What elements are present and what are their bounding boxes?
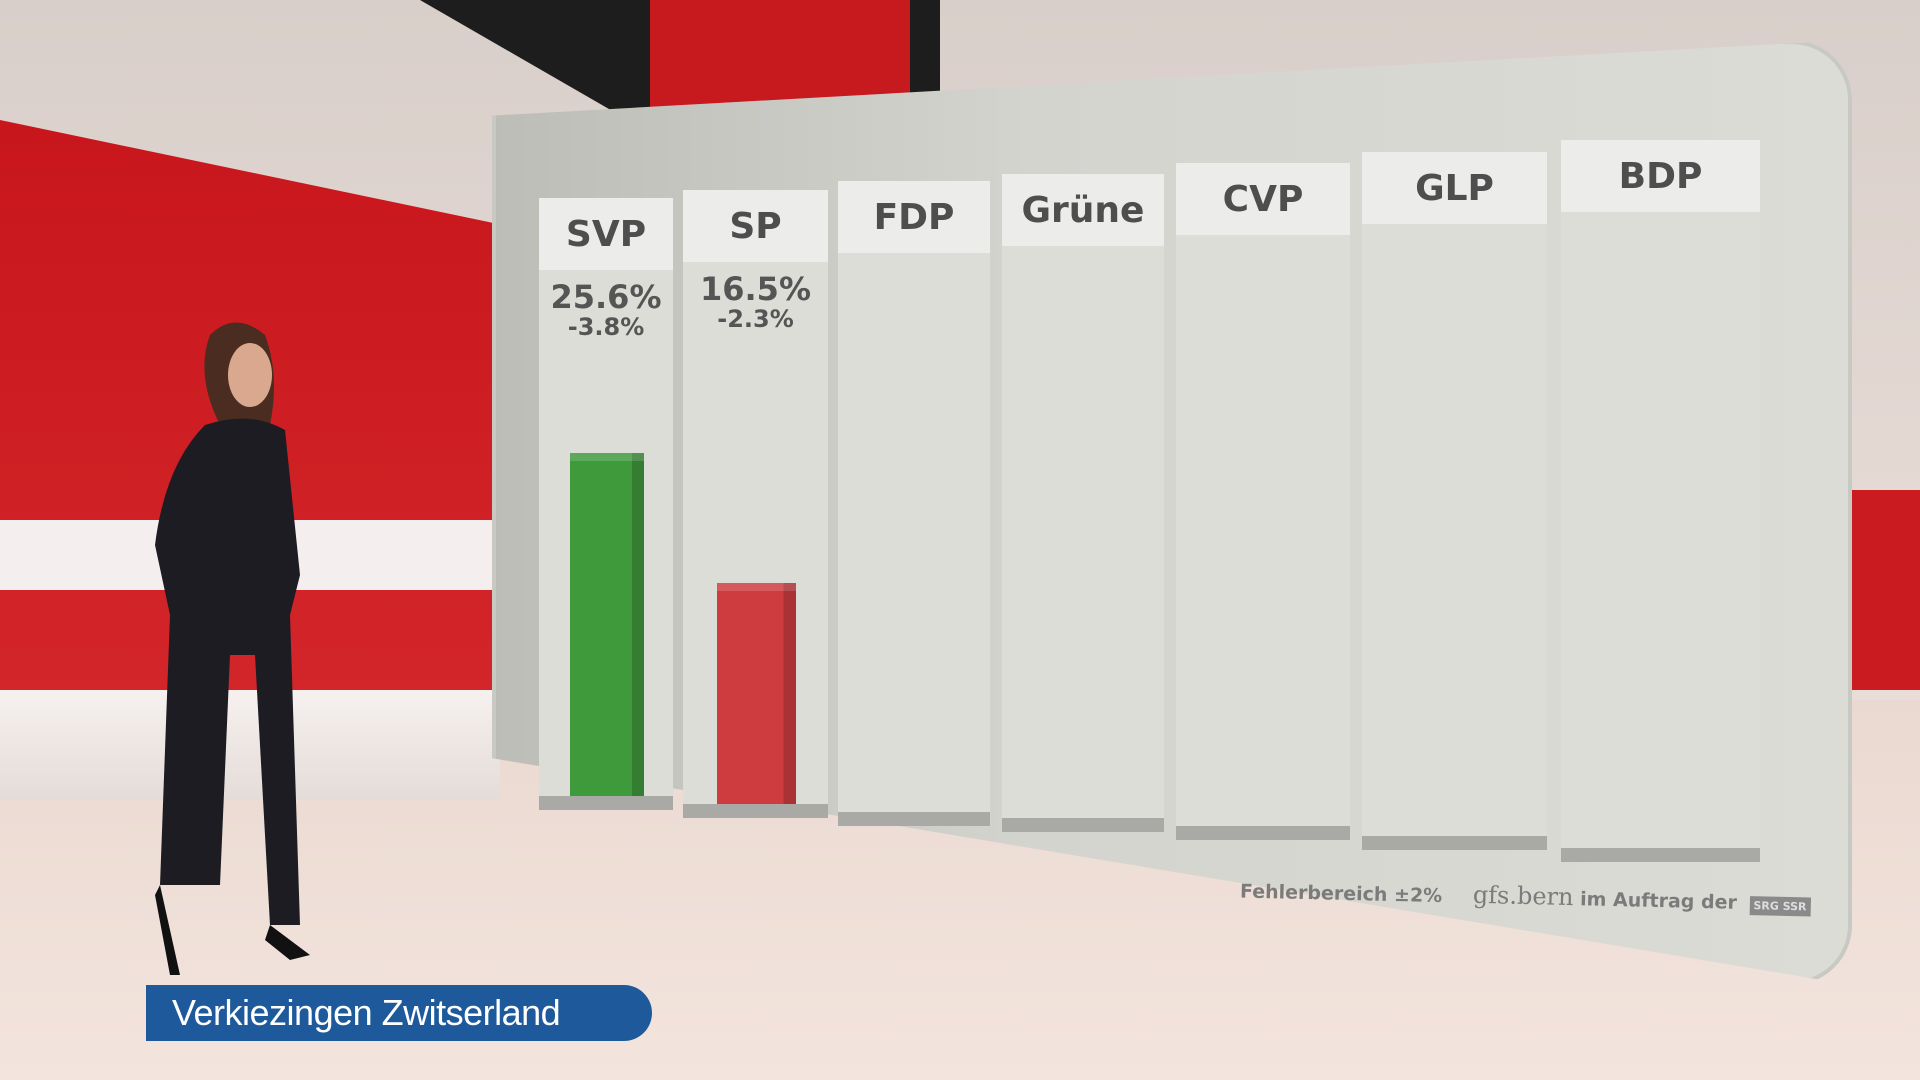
party-label: SP (683, 190, 828, 262)
column-base (539, 796, 673, 810)
column-bdp: BDP (1561, 140, 1760, 862)
lower-third-caption: Verkiezingen Zwitserland (146, 985, 652, 1041)
party-label: BDP (1561, 140, 1760, 212)
studio-red-panel (650, 0, 910, 110)
value-label: 16.5% (699, 270, 811, 308)
column-base (1362, 836, 1547, 850)
studio-red-wall-right (1850, 490, 1920, 690)
caption-title: Verkiezingen Zwitserland (172, 992, 561, 1033)
presenter (155, 322, 310, 975)
studio-step (0, 690, 500, 800)
change-label: -2.3% (717, 305, 794, 333)
party-label: FDP (838, 181, 990, 253)
party-label: CVP (1176, 163, 1350, 235)
column-fdp: FDP (838, 181, 990, 826)
column-base (683, 804, 828, 818)
column-grüne: Grüne (1002, 174, 1164, 832)
column-base (838, 812, 990, 826)
party-label: GLP (1362, 152, 1547, 224)
column-base (1176, 826, 1350, 840)
party-label: Grüne (1002, 174, 1164, 246)
value-label-group: 16.5% -2.3% (683, 272, 828, 332)
source-text: im Auftrag der (1579, 888, 1738, 914)
bar-svp (570, 452, 644, 796)
gfs-bern-logo: gfs.bern (1472, 880, 1574, 912)
column-glp: GLP (1362, 152, 1547, 850)
bar-sp (717, 582, 796, 804)
column-base (1002, 818, 1164, 832)
error-margin: Fehlerbereich ±2% (1239, 880, 1443, 908)
party-label: SVP (539, 198, 673, 270)
srg-ssr-logo: SRG SSR (1749, 896, 1811, 917)
column-base (1561, 848, 1760, 862)
change-label: -3.8% (567, 313, 645, 341)
column-cvp: CVP (1176, 163, 1350, 840)
value-label-group: 25.6% -3.8% (539, 280, 673, 340)
value-label: 25.6% (550, 278, 662, 316)
